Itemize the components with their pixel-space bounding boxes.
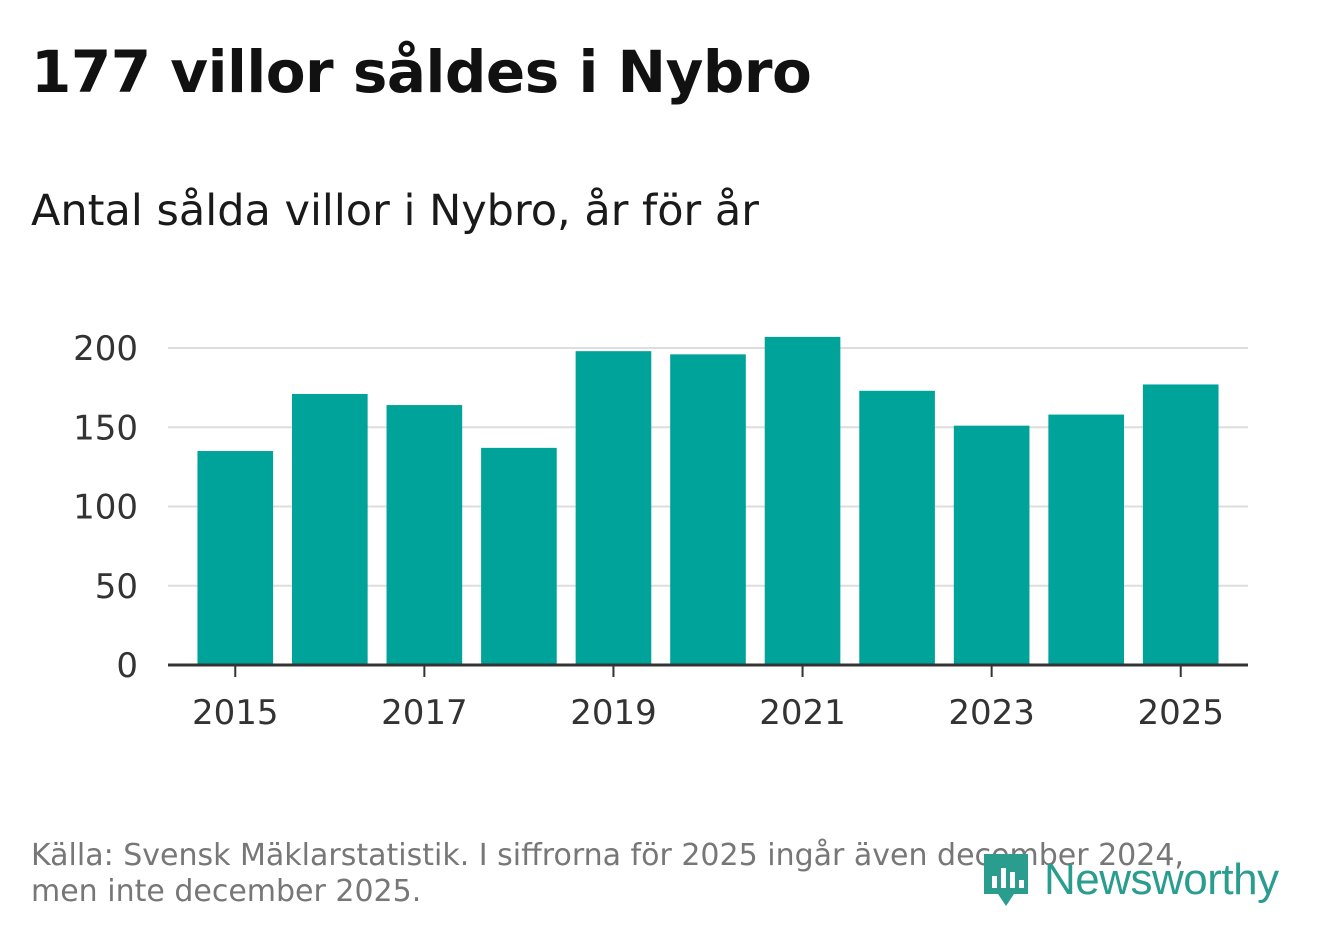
x-tick-label: 2017 [381, 693, 468, 733]
chart-subtitle: Antal sålda villor i Nybro, år för år [31, 186, 759, 236]
bar-2019 [575, 351, 652, 665]
y-tick-label: 150 [73, 408, 138, 448]
bar-2023 [953, 425, 1030, 665]
y-tick-label: 100 [73, 488, 138, 528]
y-tick-label: 200 [73, 329, 138, 369]
bar-chart: 0 50 100 150 200 2015 2017 2019 2021 2023 2025 [73, 329, 1248, 733]
x-tick-label: 2021 [759, 693, 846, 733]
x-tick-label: 2025 [1137, 693, 1224, 733]
x-tick-label: 2019 [570, 693, 657, 733]
y-tick-label: 50 [95, 567, 138, 607]
bar-2021 [764, 336, 841, 665]
bar-2017 [386, 405, 463, 665]
bar-2015 [197, 451, 274, 665]
bar-2022 [859, 390, 935, 665]
y-tick-label: 0 [116, 646, 138, 686]
bar-2025 [1142, 384, 1219, 665]
newsworthy-logo-icon [984, 854, 1028, 906]
bar-2024 [1048, 414, 1124, 665]
x-tick-label: 2015 [192, 693, 279, 733]
newsworthy-logo: Newsworthy [980, 850, 1279, 910]
bar-2016 [292, 393, 368, 665]
chart-title: 177 villor såldes i Nybro [31, 38, 812, 106]
newsworthy-logo-text: Newsworthy [1044, 855, 1279, 904]
bar-2018 [481, 447, 557, 665]
x-tick-label: 2023 [948, 693, 1035, 733]
bar-2020 [670, 354, 746, 665]
